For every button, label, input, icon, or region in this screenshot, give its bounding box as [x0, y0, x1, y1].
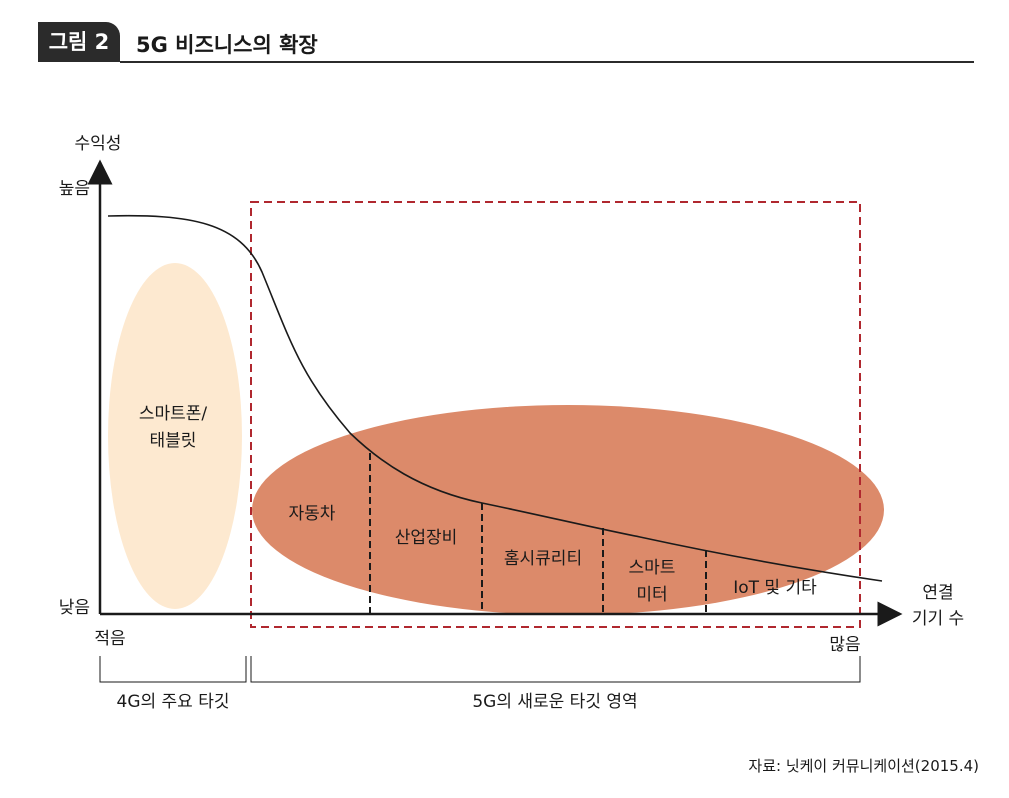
x-high-label: 많음	[829, 635, 860, 655]
x-low-label: 적음	[94, 629, 125, 649]
segment-label-home-security: 홈시큐리티	[504, 549, 582, 569]
profitability-curve	[107, 214, 883, 582]
figure-title: 5G 비즈니스의 확장	[136, 33, 318, 57]
new-target-region	[252, 405, 884, 615]
bracket-5g-label: 5G의 새로운 타깃 영역	[472, 692, 637, 712]
x-axis-title-line2: 기기 수	[912, 609, 964, 629]
smartphone-label-line1: 스마트폰/	[139, 404, 208, 424]
5g-target-box	[250, 201, 861, 628]
source-note: 자료: 닛케이 커뮤니케이션(2015.4)	[748, 757, 979, 775]
segment-label-car: 자동차	[289, 504, 336, 524]
bracket-4g-label: 4G의 주요 타깃	[117, 692, 230, 712]
segment-label-smart-meter-line1: 스마트	[629, 558, 676, 578]
x-axis-title-line1: 연결	[922, 583, 953, 603]
bracket-4g	[99, 656, 247, 683]
header-rule	[120, 61, 974, 63]
segment-label-industrial: 산업장비	[395, 528, 458, 548]
figure-header: 그림 2 5G 비즈니스의 확장	[38, 22, 974, 64]
bracket-5g	[250, 656, 861, 683]
segment-label-smart-meter-line2: 미터	[636, 585, 667, 605]
segment-label-iot: IoT 및 기타	[733, 578, 817, 598]
smartphone-region	[108, 263, 242, 609]
smartphone-label-line2: 태블릿	[150, 431, 197, 451]
y-low-label: 낮음	[59, 598, 90, 618]
figure-number-badge: 그림 2	[38, 22, 120, 62]
y-axis-title: 수익성	[75, 134, 122, 154]
y-high-label: 높음	[59, 179, 90, 199]
